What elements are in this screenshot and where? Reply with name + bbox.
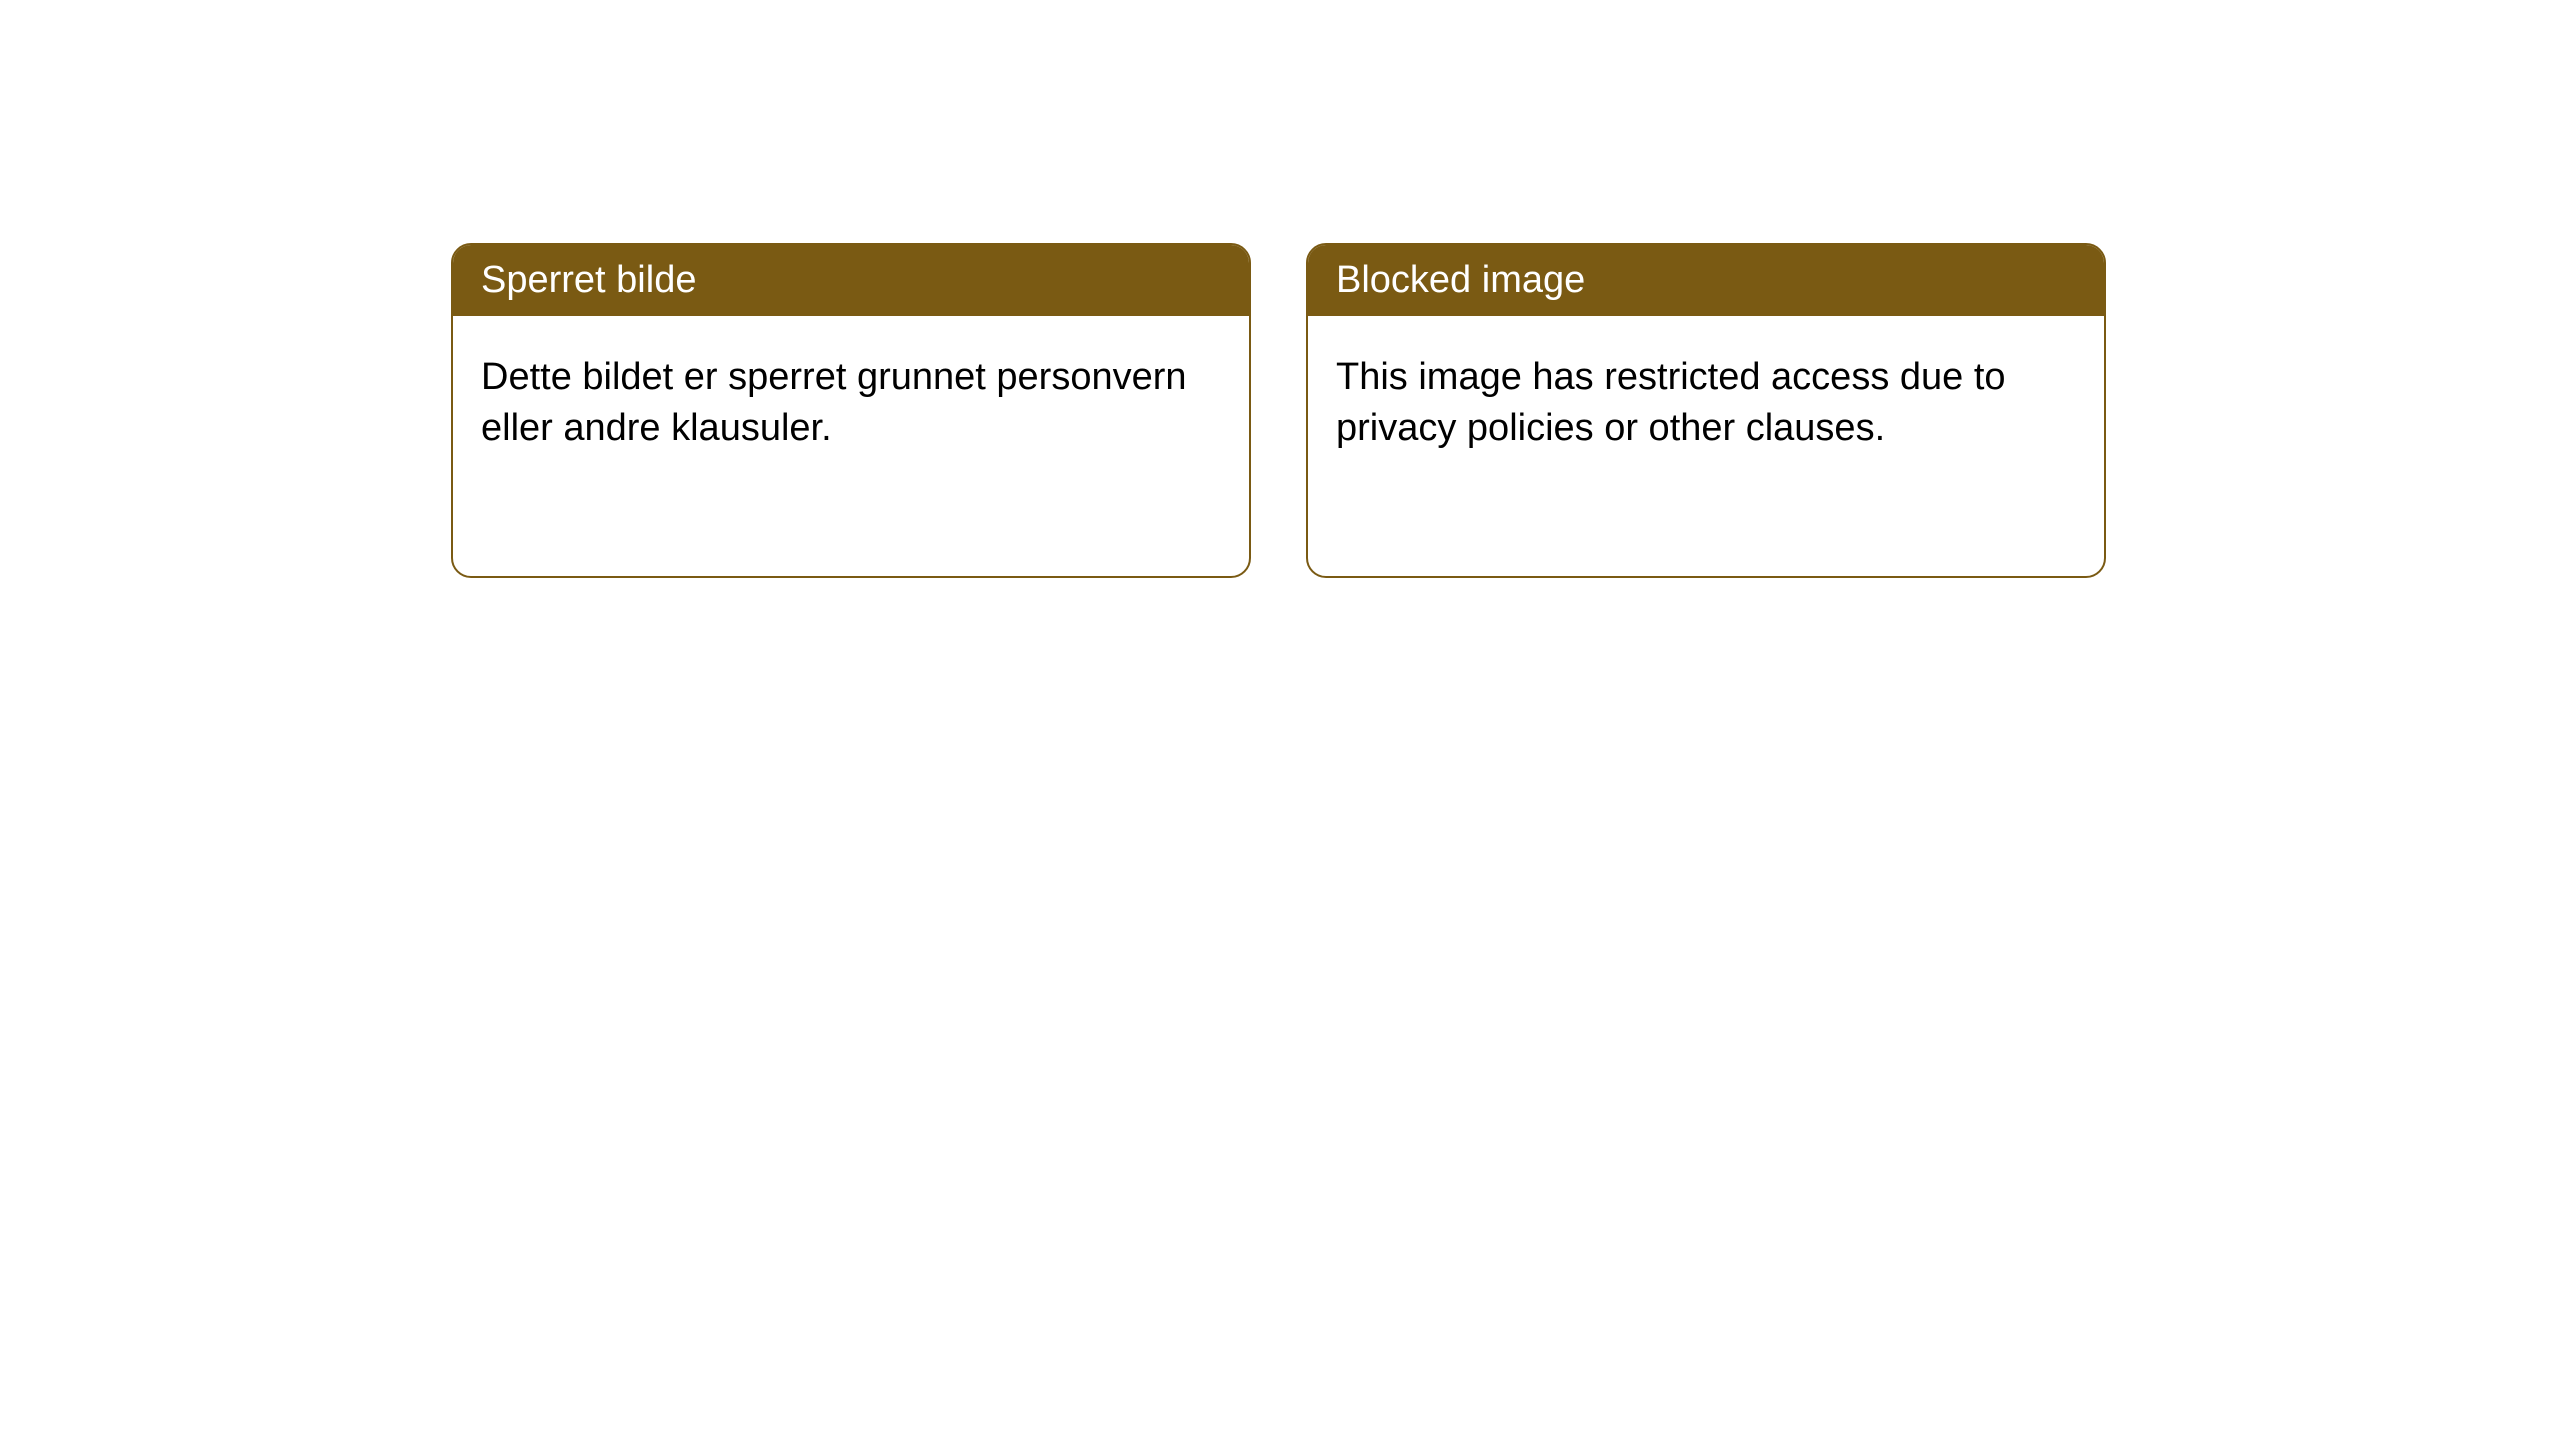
notice-card-norwegian: Sperret bilde Dette bildet er sperret gr… [451,243,1251,578]
notice-title-norwegian: Sperret bilde [453,245,1249,316]
notice-body-english: This image has restricted access due to … [1308,316,2104,491]
notice-body-norwegian: Dette bildet er sperret grunnet personve… [453,316,1249,491]
notice-container: Sperret bilde Dette bildet er sperret gr… [451,243,2106,578]
notice-title-english: Blocked image [1308,245,2104,316]
notice-card-english: Blocked image This image has restricted … [1306,243,2106,578]
